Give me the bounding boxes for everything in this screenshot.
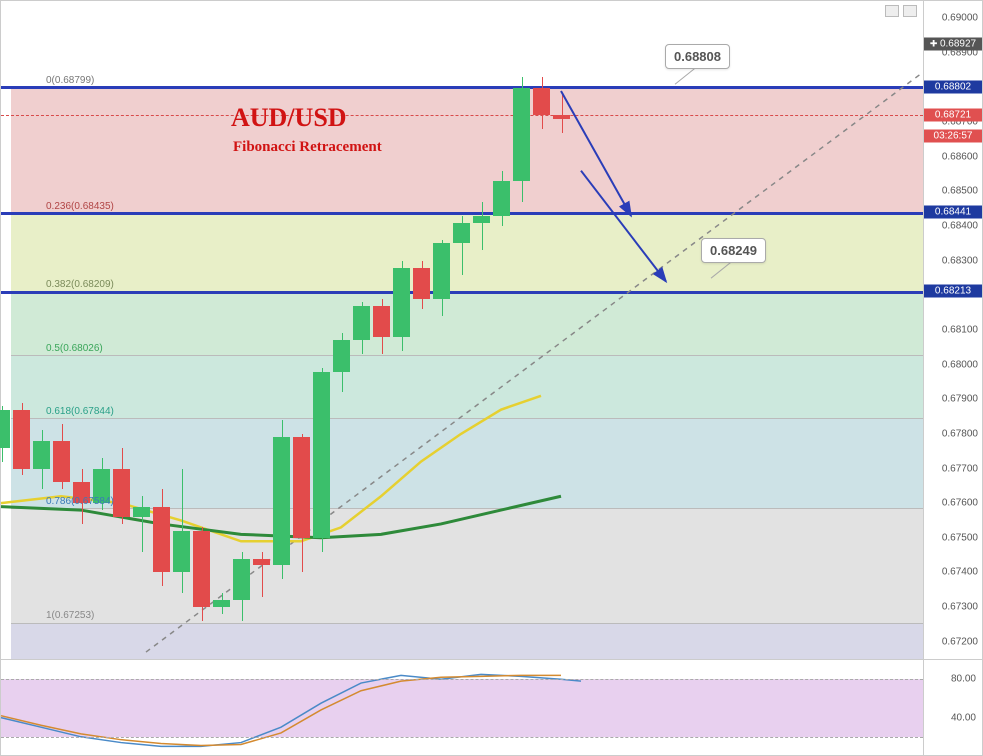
price-callout[interactable]: 0.68808: [665, 44, 730, 69]
projection-arrow: [581, 171, 666, 282]
price-tick: 0.67800: [942, 428, 978, 439]
oscillator-lines: [1, 660, 924, 756]
price-axis-marker: 0.68441: [924, 205, 982, 218]
price-tick: 0.68100: [942, 325, 978, 336]
projection-arrow: [561, 91, 631, 216]
chart-subtitle: Fibonacci Retracement: [233, 139, 382, 156]
price-tick: 0.68000: [942, 359, 978, 370]
price-axis-marker: 03:26:57: [924, 130, 982, 143]
price-callout[interactable]: 0.68249: [701, 238, 766, 263]
price-axis-marker: 0.68213: [924, 284, 982, 297]
price-tick: 0.67500: [942, 532, 978, 543]
price-tick: 0.67600: [942, 498, 978, 509]
price-tick: 0.69000: [942, 13, 978, 24]
oscillator-tick: 40.00: [951, 712, 976, 723]
price-tick: 0.67300: [942, 602, 978, 613]
price-tick: 0.67700: [942, 463, 978, 474]
price-axis-marker: 0.68802: [924, 80, 982, 93]
price-chart-panel[interactable]: 0(0.68799)0.236(0.68435)0.382(0.68209)0.…: [1, 1, 924, 659]
chart-container: 0(0.68799)0.236(0.68435)0.382(0.68209)0.…: [0, 0, 983, 756]
oscillator-panel[interactable]: [1, 659, 924, 755]
price-tick: 0.68500: [942, 186, 978, 197]
price-tick: 0.68300: [942, 255, 978, 266]
price-tick: 0.67200: [942, 636, 978, 647]
oscillator-line-b: [1, 675, 561, 745]
price-tick: 0.67400: [942, 567, 978, 578]
price-axis-marker: ✚ 0.68927: [924, 37, 982, 50]
arrows-layer: [1, 1, 924, 659]
oscillator-tick: 80.00: [951, 674, 976, 685]
price-tick: 0.68600: [942, 151, 978, 162]
price-tick: 0.68400: [942, 221, 978, 232]
price-axis-marker: 0.68721: [924, 108, 982, 121]
price-tick: 0.67900: [942, 394, 978, 405]
chart-title: AUD/USD: [231, 103, 347, 133]
price-axis: 0.690000.689000.687000.686000.685000.684…: [922, 1, 982, 659]
oscillator-axis: 80.00 40.00: [922, 659, 982, 755]
